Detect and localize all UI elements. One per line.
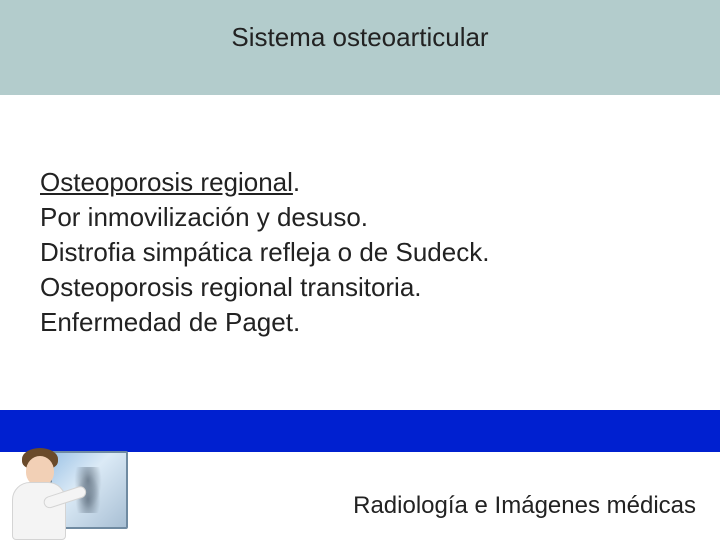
content-heading: Osteoporosis regional.	[40, 165, 680, 200]
header-bar: Sistema osteoarticular	[0, 0, 720, 95]
slide-title: Sistema osteoarticular	[231, 22, 488, 53]
doctor-xray-illustration	[6, 445, 136, 540]
content-line: Enfermedad de Paget.	[40, 305, 680, 340]
heading-underlined: Osteoporosis regional	[40, 167, 293, 197]
content-line: Por inmovilización y desuso.	[40, 200, 680, 235]
footer-label: Radiología e Imágenes médicas	[353, 492, 696, 520]
doctor-figure-icon	[6, 450, 76, 540]
content-line: Distrofia simpática refleja o de Sudeck.	[40, 235, 680, 270]
content-line: Osteoporosis regional transitoria.	[40, 270, 680, 305]
content-area: Osteoporosis regional. Por inmovilizació…	[0, 95, 720, 340]
heading-trailing: .	[293, 167, 300, 197]
